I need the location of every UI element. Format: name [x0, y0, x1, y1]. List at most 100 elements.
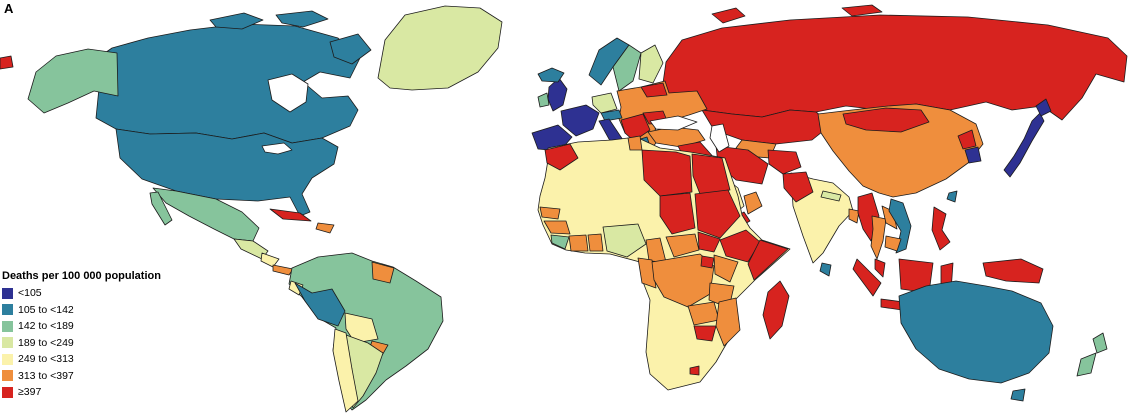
region-australia: [1010, 388, 1026, 402]
legend-item-label: ≥397: [18, 386, 42, 399]
hudson-bay: [267, 73, 309, 113]
region-somalia: [747, 239, 789, 281]
caspian-sea: [709, 123, 730, 153]
region-germany-central: [591, 92, 618, 114]
region-new-zealand: [1092, 332, 1108, 354]
region-senegal: [539, 206, 561, 220]
region-peru: [294, 282, 346, 327]
legend-item-label: 249 to <313: [18, 353, 74, 366]
region-central-europe: [600, 109, 623, 122]
region-russia: [661, 14, 1128, 121]
region-sri-lanka: [819, 262, 832, 277]
region-uk: [547, 77, 568, 112]
region-malaysia: [874, 258, 886, 278]
legend-item-label: 105 to <142: [18, 303, 74, 316]
region-canada: [91, 23, 361, 144]
region-belarus: [640, 82, 668, 98]
region-north-korea: [957, 129, 977, 150]
legend-swatch: [2, 370, 13, 382]
region-thailand: [870, 215, 887, 260]
legend-item-label: <105: [18, 287, 42, 300]
legend-item-label: 142 to <189: [18, 320, 74, 333]
region-nepal: [820, 190, 842, 202]
region-south-korea: [964, 146, 982, 164]
region-lesotho: [689, 365, 700, 376]
legend-item: 105 to <142: [2, 302, 161, 319]
region-ireland: [537, 92, 550, 108]
region-usa: [115, 128, 339, 217]
region-gabon-congo: [637, 257, 657, 289]
region-iceland: [537, 67, 565, 83]
region-cambodia: [884, 235, 902, 252]
legend-item-label: 313 to <397: [18, 369, 74, 382]
region-philippines: [931, 206, 951, 251]
region-honduras-nicaragua: [260, 252, 280, 268]
region-oman: [743, 191, 763, 215]
legend-title: Deaths per 100 000 population: [2, 270, 161, 282]
legend-item: 249 to <313: [2, 351, 161, 368]
region-russia: [711, 7, 746, 24]
region-central-african-republic: [665, 233, 700, 258]
region-japan: [1003, 112, 1045, 178]
region-libya: [641, 149, 693, 197]
region-cuba: [269, 208, 312, 222]
region-guinea: [543, 220, 571, 235]
region-russia: [0, 55, 14, 70]
region-afghanistan: [767, 149, 802, 175]
region-greenland: [377, 5, 503, 91]
legend-swatch: [2, 353, 13, 365]
legend-swatch: [2, 304, 13, 316]
region-tunisia: [627, 135, 643, 151]
region-morocco: [544, 143, 579, 171]
region-new-guinea: [982, 258, 1044, 284]
region-russia: [841, 4, 883, 17]
legend: Deaths per 100 000 population <105 105 to…: [2, 270, 161, 401]
region-alaska: [27, 48, 119, 114]
region-madagascar: [762, 280, 790, 340]
region-chad: [659, 192, 696, 235]
region-bolivia: [344, 312, 379, 344]
region-canada: [209, 12, 264, 30]
region-uganda: [700, 255, 715, 269]
region-ghana: [587, 233, 604, 252]
region-sweden: [612, 44, 642, 92]
region-canada: [275, 10, 329, 28]
legend-item: 142 to <189: [2, 318, 161, 335]
region-kenya: [713, 254, 739, 283]
region-vietnam: [888, 198, 912, 254]
legend-item: ≥397: [2, 384, 161, 401]
region-hispaniola: [315, 222, 335, 234]
region-australia: [898, 280, 1054, 384]
region-indonesia: [852, 258, 882, 297]
region-panama: [272, 264, 294, 276]
region-finland: [638, 44, 664, 84]
region-canada: [329, 33, 372, 65]
legend-swatch: [2, 287, 13, 299]
legend-swatch: [2, 386, 13, 398]
region-new-zealand: [1076, 352, 1097, 377]
legend-item: 189 to <249: [2, 335, 161, 352]
region-balkans: [620, 113, 651, 142]
region-france: [560, 104, 600, 137]
region-south-sudan: [697, 231, 721, 253]
region-zimbabwe: [693, 325, 717, 342]
region-sierra-leone-liberia: [550, 234, 570, 250]
great-lakes: [261, 142, 293, 155]
legend-item-label: 189 to <249: [18, 336, 74, 349]
region-taiwan: [946, 190, 958, 203]
region-bangladesh: [848, 208, 860, 224]
region-mozambique: [715, 297, 741, 347]
region-guyanas: [371, 261, 395, 284]
map-regions: [0, 4, 1128, 413]
region-pakistan: [782, 171, 814, 203]
region-mongolia: [842, 107, 930, 133]
region-nigeria: [602, 223, 647, 258]
legend-swatch: [2, 337, 13, 349]
region-chile: [332, 328, 359, 413]
region-japan: [1035, 98, 1052, 117]
panel-label: A: [4, 1, 14, 16]
region-ivory-coast: [568, 234, 589, 252]
legend-items: <105 105 to <142 142 to <189 189 to <249 249…: [2, 285, 161, 401]
